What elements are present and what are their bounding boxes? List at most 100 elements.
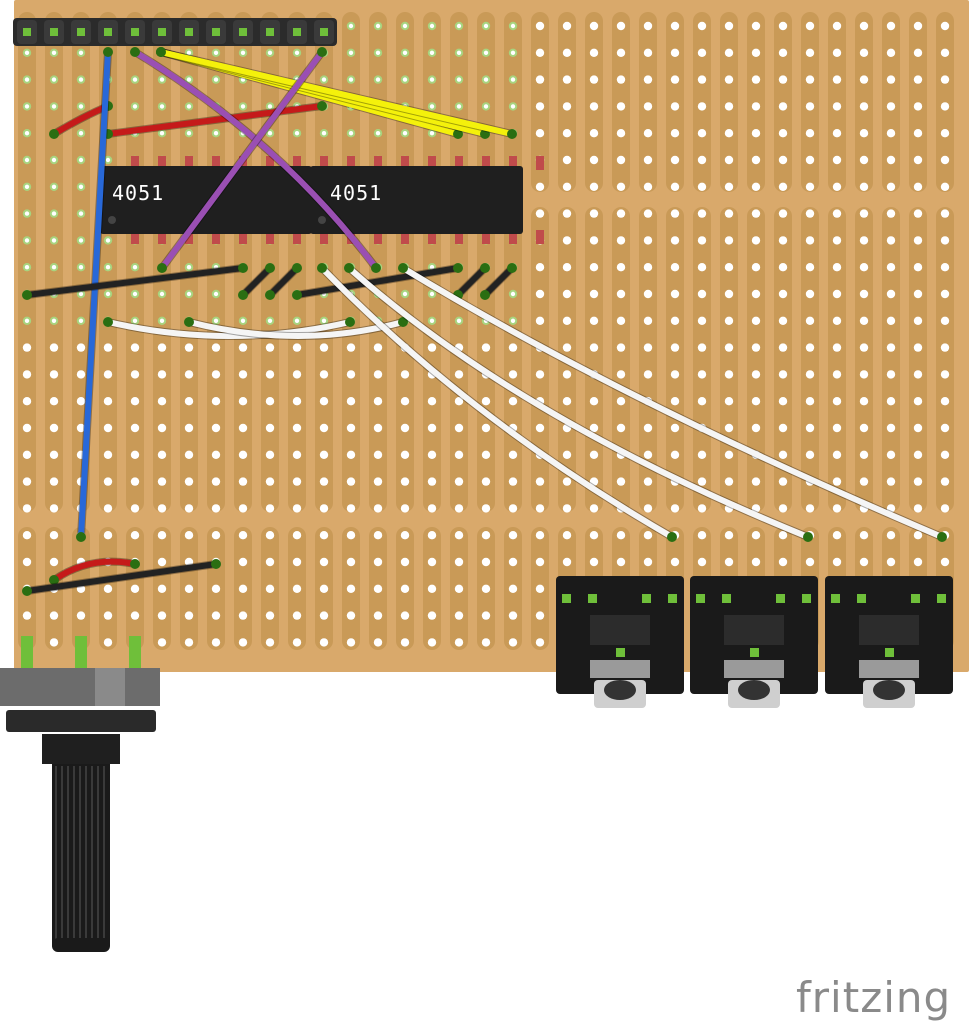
hole-center	[186, 131, 192, 136]
pot-nut	[6, 710, 156, 732]
hole-center	[537, 265, 543, 270]
hole-center	[78, 265, 84, 270]
hole-center	[240, 559, 246, 565]
hole-center	[942, 345, 948, 350]
hole-center	[861, 23, 867, 29]
strip	[531, 12, 549, 192]
hole-center	[348, 131, 354, 136]
hole-center	[537, 50, 543, 55]
hole-center	[186, 640, 192, 645]
hole-center	[321, 506, 327, 511]
chip-pin-top	[131, 156, 139, 170]
hole-center	[564, 452, 570, 457]
hole-center	[645, 291, 651, 297]
hole-center	[132, 452, 138, 457]
potentiometer	[0, 636, 160, 952]
hole-center	[807, 399, 813, 404]
hole-center	[834, 452, 840, 457]
hole-center	[456, 50, 462, 55]
chip-pin-bottom	[293, 230, 301, 244]
jack-window	[724, 615, 784, 645]
hole-center	[348, 640, 354, 645]
chip-pin-top	[320, 156, 328, 170]
hole-center	[321, 559, 327, 565]
wire-red-end	[49, 575, 59, 585]
wire-black-end	[238, 263, 248, 273]
jack-pin	[616, 648, 625, 657]
hole-center	[780, 506, 786, 511]
hole-center	[537, 533, 543, 538]
hole-center	[942, 184, 948, 189]
hole-center	[753, 184, 759, 189]
hole-center	[834, 157, 840, 163]
audio-jack	[556, 576, 684, 708]
wire-black-end	[480, 263, 490, 273]
hole-center	[618, 157, 624, 163]
wire-black	[267, 265, 300, 298]
hole-center	[267, 506, 273, 511]
chip-pin-top	[266, 156, 274, 170]
hole-center	[672, 104, 678, 109]
hole-center	[618, 399, 624, 404]
hole-center	[375, 372, 381, 377]
chip-4051-left: 4051	[100, 156, 328, 244]
hole-center	[159, 586, 165, 591]
hole-center	[132, 506, 138, 511]
hole-center	[402, 506, 408, 511]
hole-center	[618, 23, 624, 29]
hole-center	[753, 291, 759, 297]
wire-white-end	[667, 532, 677, 542]
hole-center	[375, 613, 381, 618]
hole-center	[213, 372, 219, 377]
hole-center	[78, 211, 84, 216]
hole-center	[105, 506, 111, 511]
hole-center	[564, 533, 570, 538]
chip-pin-top	[536, 156, 544, 170]
hole-center	[348, 479, 354, 484]
hole-center	[645, 345, 651, 350]
hole-center	[726, 23, 732, 29]
hole-center	[510, 452, 516, 457]
hole-center	[213, 345, 219, 350]
hole-center	[78, 586, 84, 591]
hole-center	[186, 104, 192, 109]
wire-red	[105, 103, 325, 137]
hole-center	[132, 104, 138, 109]
hole-center	[483, 104, 489, 109]
wires	[22, 47, 947, 596]
hole-center	[375, 506, 381, 511]
hole-center	[861, 184, 867, 189]
hole-center	[510, 586, 516, 591]
jack-pin	[776, 594, 785, 603]
hole-center	[510, 23, 516, 29]
hole-center	[726, 184, 732, 189]
hole-center	[888, 506, 894, 511]
strip	[801, 12, 819, 192]
hole-center	[591, 104, 597, 109]
hole-center	[591, 479, 597, 484]
hole-center	[888, 265, 894, 270]
wire-yellow-end	[507, 129, 517, 139]
wire-white-end	[398, 317, 408, 327]
hole-center	[780, 238, 786, 243]
hole-center	[888, 559, 894, 565]
chip-pin-top	[455, 156, 463, 170]
hole-center	[213, 506, 219, 511]
hole-center	[915, 479, 921, 484]
hole-center	[618, 559, 624, 565]
hole-center	[645, 104, 651, 109]
chip-pin-bottom	[509, 230, 517, 244]
hole-center	[591, 559, 597, 565]
hole-center	[645, 533, 651, 538]
hole-center	[780, 77, 786, 82]
hole-center	[591, 533, 597, 538]
hole-center	[834, 50, 840, 55]
strip	[639, 207, 657, 512]
hole-center	[429, 23, 435, 29]
hole-center	[753, 533, 759, 538]
hole-center	[483, 613, 489, 618]
hole-center	[834, 533, 840, 538]
jack-pin	[722, 594, 731, 603]
hole-center	[213, 50, 219, 55]
